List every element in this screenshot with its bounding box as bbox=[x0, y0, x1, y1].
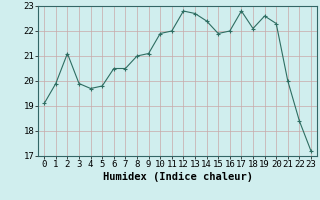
X-axis label: Humidex (Indice chaleur): Humidex (Indice chaleur) bbox=[103, 172, 252, 182]
